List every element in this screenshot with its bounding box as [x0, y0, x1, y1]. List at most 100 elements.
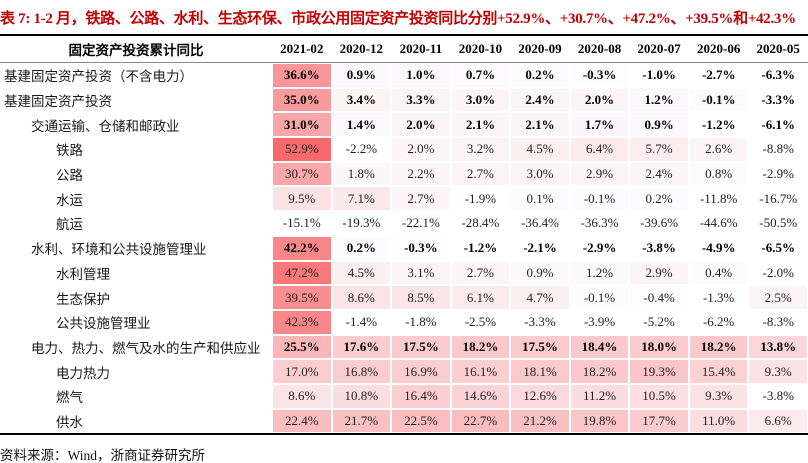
value-cell: 16.8%	[331, 359, 392, 384]
row-label: 基建固定资产投资（不含电力）	[0, 63, 272, 88]
value-cell: 9.3%	[688, 383, 749, 409]
value-cell: 18.2%	[688, 334, 749, 360]
value-cell: 10.8%	[331, 383, 392, 409]
value-cell: -44.6%	[688, 211, 749, 236]
value-cell: -36.4%	[510, 211, 570, 236]
value-cell: -15.1%	[272, 211, 332, 236]
value-cell: 16.1%	[450, 359, 511, 384]
value-cell: 3.0%	[450, 87, 511, 113]
value-cell: -0.1%	[569, 186, 630, 212]
value-cell: 7.1%	[331, 186, 392, 212]
value-cell: 6.1%	[450, 285, 511, 310]
value-cell: 3.1%	[391, 260, 451, 286]
value-cell: 4.7%	[510, 285, 570, 310]
value-cell: 9.5%	[272, 186, 332, 212]
value-cell: 25.5%	[272, 334, 332, 360]
value-cell: -2.0%	[748, 260, 808, 286]
value-cell: 5.7%	[629, 137, 689, 162]
value-cell: 18.4%	[569, 334, 630, 360]
value-cell: 16.4%	[391, 383, 451, 409]
value-cell: 0.2%	[629, 186, 689, 212]
table-row: 电力热力 17.0% 16.8% 16.9% 16.1% 18.1% 18.2% 19.3% 1…	[0, 359, 808, 384]
value-cell: 8.6%	[272, 383, 332, 409]
value-cell: 0.9%	[331, 63, 392, 88]
value-cell: 2.5%	[748, 285, 808, 310]
value-cell: -6.1%	[748, 112, 808, 138]
value-cell: -50.5%	[748, 211, 808, 236]
value-cell: 1.4%	[331, 112, 392, 138]
value-cell: -19.3%	[331, 211, 392, 236]
value-cell: -0.3%	[569, 63, 630, 88]
value-cell: 18.1%	[510, 359, 570, 384]
value-cell: 17.5%	[510, 334, 570, 360]
column-header: 2021-02	[280, 41, 324, 56]
value-cell: -1.8%	[391, 309, 451, 335]
table-row: 供水 22.4% 21.7% 22.5% 22.7% 21.2% 19.8% 17.7% 11.…	[0, 408, 808, 434]
value-cell: -22.1%	[391, 211, 451, 236]
value-cell: 2.4%	[510, 87, 570, 113]
value-cell: 1.2%	[629, 87, 689, 113]
value-cell: -2.1%	[510, 235, 570, 261]
value-cell: -8.3%	[748, 309, 808, 335]
row-label: 铁路	[0, 137, 272, 162]
value-cell: -1.4%	[331, 309, 392, 335]
value-cell: 8.6%	[331, 285, 392, 310]
table-row: 生态保护 39.5% 8.6% 8.5% 6.1% 4.7% -0.1% -0.4% -1.3%…	[0, 285, 808, 310]
row-label: 航运	[0, 211, 272, 236]
value-cell: 17.7%	[629, 408, 689, 434]
value-cell: 2.9%	[629, 260, 689, 286]
value-cell: -3.9%	[569, 309, 630, 335]
value-cell: -2.2%	[331, 137, 392, 162]
value-cell: -6.2%	[688, 309, 749, 335]
table-row: 水利管理 47.2% 4.5% 3.1% 2.7% 0.9% 1.2% 2.9% 0.4% -2.…	[0, 260, 808, 286]
row-label: 电力热力	[0, 359, 272, 384]
value-cell: 21.2%	[510, 408, 570, 434]
row-label: 基建固定资产投资	[0, 87, 272, 113]
value-cell: 21.7%	[331, 408, 392, 434]
value-cell: 2.6%	[688, 137, 749, 162]
value-cell: -3.8%	[629, 235, 689, 261]
value-cell: 19.3%	[629, 359, 689, 384]
value-cell: 15.4%	[688, 359, 749, 384]
value-cell: 17.6%	[331, 334, 392, 360]
value-cell: 1.7%	[569, 112, 630, 138]
value-cell: 12.6%	[510, 383, 570, 409]
value-cell: -2.9%	[569, 235, 630, 261]
value-cell: 16.9%	[391, 359, 451, 384]
value-cell: -16.7%	[748, 186, 808, 212]
value-cell: 3.2%	[450, 137, 511, 162]
corner-header: 固定资产投资累计同比	[68, 43, 204, 58]
value-cell: 42.2%	[272, 235, 332, 261]
value-cell: -28.4%	[450, 211, 511, 236]
value-cell: 0.1%	[510, 186, 570, 212]
row-label: 交通运输、仓储和邮政业	[0, 112, 272, 138]
value-cell: 2.0%	[391, 137, 451, 162]
row-label: 公共设施管理业	[0, 309, 272, 335]
value-cell: 2.2%	[391, 161, 451, 187]
value-cell: -4.9%	[688, 235, 749, 261]
value-cell: -2.9%	[748, 161, 808, 187]
value-cell: 2.0%	[391, 112, 451, 138]
value-cell: 2.0%	[569, 87, 630, 113]
value-cell: 35.0%	[272, 87, 332, 113]
value-cell: 0.2%	[510, 63, 570, 88]
value-cell: -3.3%	[510, 309, 570, 335]
value-cell: -36.3%	[569, 211, 630, 236]
table-row: 公共设施管理业 42.3% -1.4% -1.8% -2.5% -3.3% -3.9% -5.…	[0, 309, 808, 335]
value-cell: 2.7%	[391, 186, 451, 212]
value-cell: 6.4%	[569, 137, 630, 162]
value-cell: 22.4%	[272, 408, 332, 434]
value-cell: 0.2%	[331, 235, 392, 261]
value-cell: -0.3%	[391, 235, 451, 261]
column-header: 2020-05	[756, 41, 800, 56]
value-cell: 2.1%	[450, 112, 511, 138]
value-cell: -3.3%	[748, 87, 808, 113]
value-cell: -8.8%	[748, 137, 808, 162]
value-cell: 3.3%	[391, 87, 451, 113]
value-cell: 36.6%	[272, 63, 332, 88]
value-cell: -2.7%	[688, 63, 749, 88]
value-cell: 8.5%	[391, 285, 451, 310]
value-cell: 0.9%	[629, 112, 689, 138]
table-row: 公路 30.7% 1.8% 2.2% 2.7% 3.0% 2.9% 2.4% 0.8% -2.9%	[0, 161, 808, 187]
value-cell: 0.9%	[510, 260, 570, 286]
